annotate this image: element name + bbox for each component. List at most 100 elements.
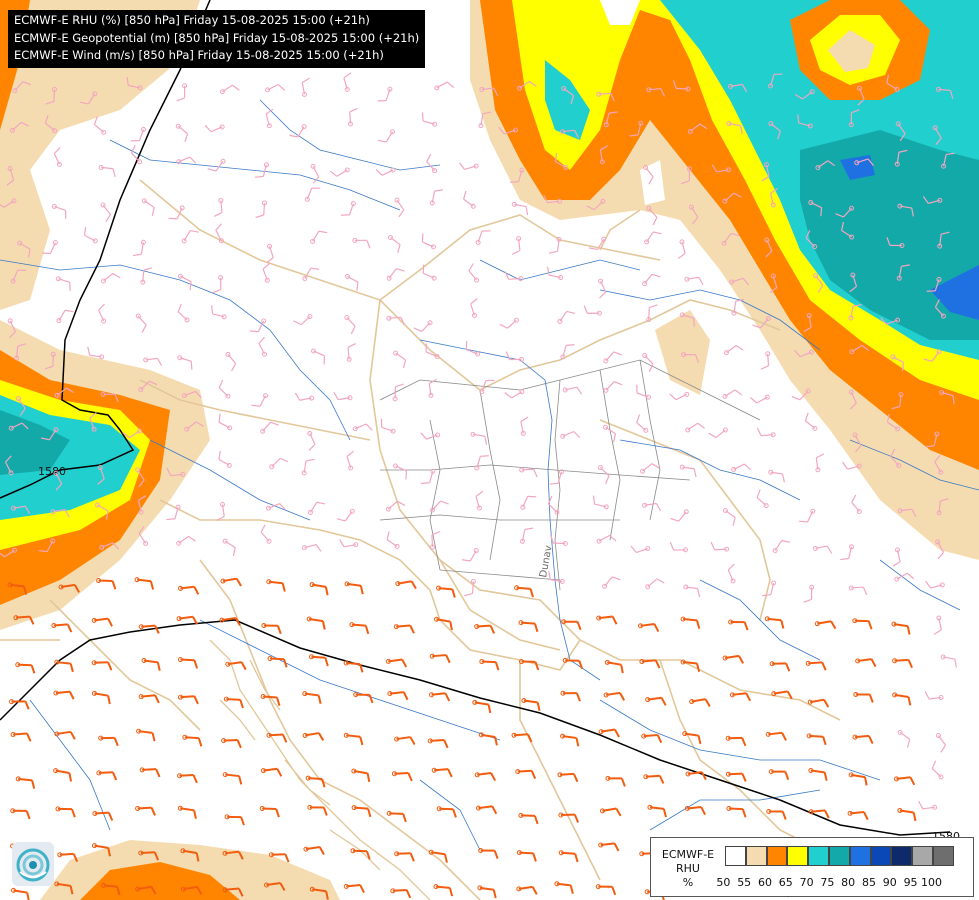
wind-barb (184, 421, 204, 432)
wind-barb (475, 230, 491, 245)
wind-barb (554, 881, 574, 894)
wind-barb (177, 273, 192, 291)
wind-barb (892, 658, 913, 669)
wind-barb (511, 201, 529, 216)
map-header: ECMWF-E RHU (%) [850 hPa] Friday 15-08-2… (8, 10, 426, 68)
wind-barb (586, 198, 606, 211)
wind-barb (221, 738, 242, 749)
wind-barb (349, 622, 370, 635)
wind-barb (474, 623, 496, 634)
wind-barb (344, 273, 359, 291)
legend-tick: 65 (778, 876, 793, 889)
wind-barb (45, 86, 57, 105)
wind-barb (926, 276, 942, 292)
legend-swatch (828, 846, 850, 866)
wind-barb (395, 580, 417, 590)
wind-barb (143, 357, 163, 367)
wind-barb (935, 732, 947, 753)
wind-barb (722, 389, 743, 399)
wind-barb (387, 691, 409, 701)
wind-barb (304, 187, 321, 202)
wind-barb (595, 884, 617, 896)
wind-barb (629, 120, 644, 137)
wind-barb (303, 846, 325, 855)
legend-swatch (745, 846, 767, 866)
wind-barb (726, 805, 747, 818)
wind-barb (550, 534, 568, 546)
wind-barb (301, 77, 310, 97)
wind-barb (641, 733, 663, 744)
wind-barb (848, 585, 868, 596)
wind-barb (923, 349, 942, 362)
wind-barb (266, 732, 288, 743)
wind-barb (218, 450, 232, 468)
wind-barb (54, 659, 74, 673)
wind-barb (725, 771, 747, 782)
wind-barb (512, 236, 522, 255)
wind-barb (347, 107, 358, 127)
wind-barb (204, 124, 225, 133)
wind-barb (394, 851, 415, 862)
wind-barb (710, 541, 730, 552)
wind-barb (307, 430, 316, 451)
wind-barb (260, 767, 283, 777)
wind-barb (689, 698, 711, 707)
wind-barb (352, 423, 373, 432)
wind-barb (711, 164, 731, 173)
wind-barb (561, 619, 582, 631)
wind-barb (815, 453, 825, 473)
wind-barb (422, 264, 437, 281)
rivers (0, 99, 979, 851)
wind-barb (390, 888, 412, 899)
wind-barb (558, 850, 579, 863)
wind-barb (333, 391, 353, 401)
wind-barb (346, 450, 355, 471)
legend-swatch (912, 846, 933, 866)
wind-barb (176, 156, 197, 165)
wind-barb (222, 772, 243, 785)
wind-barb (430, 530, 440, 550)
wind-barb (795, 89, 815, 100)
wind-barb (130, 145, 143, 165)
wind-barb (89, 411, 97, 432)
wind-barb (465, 340, 481, 357)
wind-barb (854, 158, 874, 167)
wind-barb (91, 690, 111, 705)
wind-barb (880, 317, 901, 325)
wind-barb (54, 730, 76, 740)
wind-barb (51, 203, 67, 220)
wind-barb (100, 272, 121, 284)
wind-barb (180, 885, 203, 895)
wind-barb (603, 691, 626, 701)
wind-barb (680, 352, 700, 363)
wind-barb (430, 500, 449, 513)
wind-barb (302, 732, 325, 741)
wind-barb (420, 432, 441, 440)
wind-barb (96, 770, 118, 781)
wind-barb (504, 271, 524, 282)
wind-barb (10, 808, 31, 820)
rhu-field-west (0, 0, 210, 630)
wind-barb (223, 696, 244, 709)
wind-barb (934, 299, 946, 319)
wind-barb (598, 728, 620, 738)
wind-barb (636, 414, 649, 433)
wind-barb (91, 843, 111, 857)
wind-barb (499, 317, 519, 329)
wind-barb (604, 659, 624, 674)
wind-barb (557, 310, 576, 324)
wind-barb (749, 394, 770, 404)
wind-barb (13, 615, 35, 625)
legend-swatch (932, 846, 954, 866)
wind-barb (891, 621, 911, 635)
wind-barb (391, 771, 413, 782)
wind-barb (126, 76, 143, 91)
wind-barb (687, 123, 708, 134)
wind-barb (583, 305, 602, 316)
wind-barb (182, 734, 203, 747)
wind-barb (516, 80, 537, 91)
wind-barb (309, 886, 329, 900)
wind-barb (761, 162, 770, 182)
wind-barb (222, 850, 244, 860)
